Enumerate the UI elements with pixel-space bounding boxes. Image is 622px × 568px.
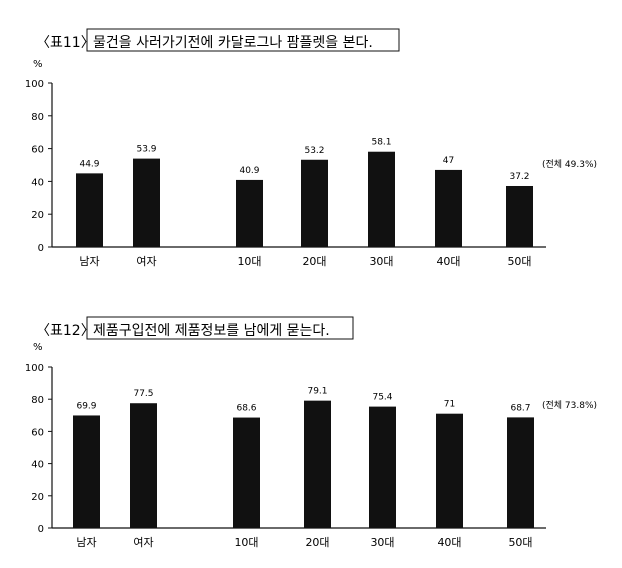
- bar-2: [130, 403, 157, 528]
- bar-5: [368, 151, 395, 247]
- bar-4: [301, 159, 328, 247]
- x-category-label: 30대: [370, 536, 394, 549]
- bar-value-label: 79.1: [307, 387, 327, 397]
- bar-6: [435, 169, 462, 247]
- bar-value-label: 75.4: [372, 393, 392, 403]
- chart-2: 〈표12〉제품구입전에 제품정보를 남에게 묻는다.% 0 20 40 60 80 100 6…: [25, 316, 597, 549]
- chart-title: 제품구입전에 제품정보를 남에게 묻는다.: [93, 323, 330, 339]
- x-category-label: 10대: [237, 255, 261, 268]
- y-axis-unit-label: %: [33, 342, 43, 353]
- bar-value-label: 53.2: [304, 146, 324, 156]
- y-tick-label: 60: [31, 145, 44, 156]
- bar-value-label: 77.5: [133, 389, 153, 399]
- x-category-label: 50대: [508, 536, 532, 549]
- y-tick-label: 100: [25, 363, 44, 374]
- bar-3: [236, 179, 263, 247]
- chart-title: 물건을 사러가기전에 카달로그나 팜플렛을 본다.: [93, 35, 373, 51]
- chart-title-number: 〈표11〉: [36, 35, 95, 51]
- bar-value-label: 47: [443, 156, 454, 166]
- bar-1: [73, 415, 100, 528]
- bar-value-label: 53.9: [136, 145, 156, 155]
- bar-4: [304, 400, 331, 528]
- x-category-label: 10대: [234, 536, 258, 549]
- y-tick-label: 40: [31, 460, 44, 471]
- y-tick-label: 20: [31, 492, 44, 503]
- chart-title-number: 〈표12〉: [36, 323, 95, 339]
- chart-title-box: [86, 316, 354, 340]
- overall-annotation: (전체 49.3%): [542, 159, 597, 170]
- x-category-label: 40대: [437, 536, 461, 549]
- bar-value-label: 69.9: [76, 401, 96, 411]
- bar-value-label: 37.2: [509, 172, 529, 182]
- y-tick-label: 80: [31, 395, 44, 406]
- x-category-label: 남자: [76, 536, 96, 549]
- bar-value-label: 68.6: [236, 404, 256, 414]
- y-tick-label: 60: [31, 427, 44, 438]
- bar-7: [506, 185, 533, 247]
- y-tick-label: 80: [31, 112, 44, 123]
- bar-6: [436, 413, 463, 528]
- y-tick-label: 40: [31, 177, 44, 188]
- x-category-label: 20대: [305, 536, 329, 549]
- chart-1: 〈표11〉물건을 사러가기전에 카달로그나 팜플렛을 본다.% 0 20 40 60 80…: [25, 28, 597, 268]
- x-category-label: 40대: [436, 255, 460, 268]
- x-category-label: 여자: [133, 536, 153, 549]
- bar-3: [233, 417, 260, 528]
- y-tick-label: 100: [25, 79, 44, 90]
- x-category-label: 여자: [136, 255, 156, 268]
- bar-7: [507, 417, 534, 528]
- y-tick-label: 20: [31, 210, 44, 221]
- bar-value-label: 68.7: [510, 403, 530, 413]
- x-category-label: 20대: [302, 255, 326, 268]
- x-category-label: 남자: [79, 255, 99, 268]
- bar-5: [369, 406, 396, 528]
- bar-value-label: 71: [444, 400, 455, 410]
- y-tick-label: 0: [38, 524, 44, 535]
- chart-title-box: [86, 28, 400, 52]
- bar-1: [76, 173, 103, 247]
- bar-value-label: 44.9: [79, 159, 99, 169]
- bar-2: [133, 158, 160, 247]
- bar-value-label: 58.1: [371, 138, 391, 148]
- y-tick-label: 0: [38, 243, 44, 254]
- x-category-label: 50대: [507, 255, 531, 268]
- y-axis-unit-label: %: [33, 59, 43, 70]
- bar-value-label: 40.9: [239, 166, 259, 176]
- x-category-label: 30대: [369, 255, 393, 268]
- overall-annotation: (전체 73.8%): [542, 400, 597, 411]
